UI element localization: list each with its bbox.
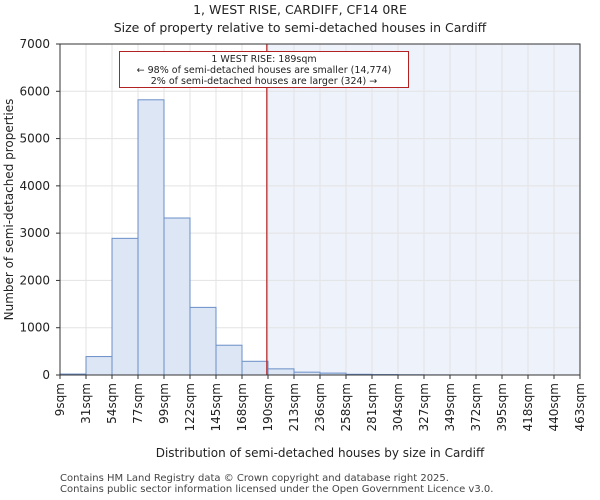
x-tick-label: 168sqm: [235, 383, 249, 431]
x-tick-label: 349sqm: [443, 383, 457, 431]
annotation-line-2: ← 98% of semi-detached houses are smalle…: [136, 65, 392, 76]
y-tick-label: 4000: [19, 179, 50, 193]
histogram-bar: [267, 368, 295, 376]
y-tick-label: 6000: [19, 84, 50, 98]
x-tick-label: 145sqm: [209, 383, 223, 431]
annotation-line-3: 2% of semi-detached houses are larger (3…: [150, 76, 378, 87]
histogram-bar: [241, 360, 269, 376]
chart-subtitle: Size of property relative to semi-detach…: [113, 20, 487, 35]
footer-line-1: Contains HM Land Registry data © Crown c…: [60, 473, 449, 484]
y-tick-label: 5000: [19, 132, 50, 146]
x-tick-label: 258sqm: [339, 383, 353, 431]
x-tick-label: 281sqm: [365, 383, 379, 431]
x-tick-label: 304sqm: [391, 383, 405, 431]
larger-region-shade: [266, 44, 580, 375]
x-tick-label: 418sqm: [521, 383, 535, 431]
histogram-bar: [137, 99, 165, 376]
x-axis-label: Distribution of semi-detached houses by …: [156, 446, 485, 460]
x-tick-label: 77sqm: [131, 383, 145, 424]
x-tick-label: 327sqm: [417, 383, 431, 431]
chart-title: 1, WEST RISE, CARDIFF, CF14 0RE: [193, 2, 407, 17]
footer-line-2: Contains public sector information licen…: [60, 484, 494, 495]
y-tick-label: 0: [42, 368, 50, 382]
annotation-box: 1 WEST RISE: 189sqm ← 98% of semi-detach…: [119, 51, 409, 88]
histogram-bar: [111, 237, 139, 376]
x-tick-label: 122sqm: [183, 383, 197, 431]
x-tick-label: 190sqm: [261, 383, 275, 431]
x-tick-label: 463sqm: [573, 383, 587, 431]
x-tick-label: 213sqm: [287, 383, 301, 431]
x-tick-label: 395sqm: [495, 383, 509, 431]
x-tick-label: 54sqm: [105, 383, 119, 424]
y-tick-label: 7000: [19, 37, 50, 51]
histogram-bar: [215, 344, 243, 376]
histogram-bar: [85, 356, 113, 376]
x-tick-label: 99sqm: [157, 383, 171, 424]
histogram-bar: [189, 306, 217, 376]
y-tick-label: 1000: [19, 321, 50, 335]
x-tick-label: 236sqm: [313, 383, 327, 431]
y-tick-label: 3000: [19, 226, 50, 240]
y-tick-label: 2000: [19, 273, 50, 287]
annotation-line-1: 1 WEST RISE: 189sqm: [211, 54, 317, 65]
x-tick-label: 9sqm: [53, 383, 67, 416]
y-axis-label: Number of semi-detached properties: [2, 99, 16, 321]
x-tick-label: 31sqm: [79, 383, 93, 424]
histogram-bar: [163, 217, 191, 376]
x-tick-label: 440sqm: [547, 383, 561, 431]
x-tick-label: 372sqm: [469, 383, 483, 431]
